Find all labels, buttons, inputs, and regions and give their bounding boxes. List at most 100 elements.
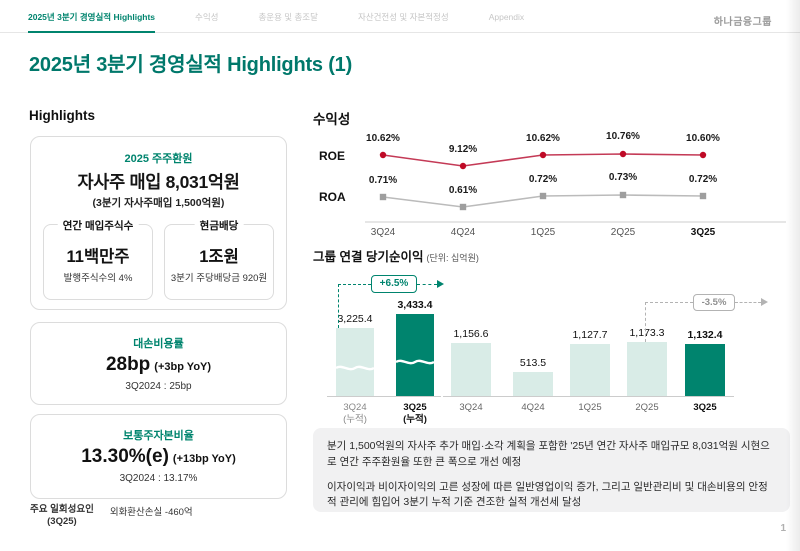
bar-value: 1,132.4: [687, 329, 723, 341]
commentary-box: 분기 1,500억원의 자사주 추가 매입·소각 계획을 포함한 '25년 연간…: [313, 428, 790, 512]
cet1-prior: 3Q2024 : 13.17%: [119, 473, 198, 484]
qoq-connector-vertical: [645, 302, 646, 342]
qoq-change-badge: -3.5%: [693, 294, 735, 311]
roe-value: 9.12%: [449, 144, 477, 155]
cet1-title: 보통주자본비율: [123, 430, 194, 442]
net-income-title: 그룹 연결 당기순이익: [313, 250, 424, 264]
bar-2q25: [627, 342, 667, 396]
nav-bar: 2025년 3분기 경영실적 Highlights 수익성 총운용 및 총조달 …: [0, 0, 800, 33]
tab-highlights[interactable]: 2025년 3분기 경영실적 Highlights: [28, 0, 156, 33]
roe-roa-chart: ROE ROA 10.62% 9.12% 10.62% 10.76% 10.60…: [319, 131, 786, 238]
axis-break-wave: [396, 359, 434, 364]
bar-1q25: [570, 344, 610, 396]
credit-cost-title: 대손비용률: [133, 338, 184, 350]
yoy-growth-badge: +6.5%: [371, 275, 417, 293]
cash-dividend-title: 현금배당: [194, 218, 244, 233]
highlights-heading: Highlights: [29, 108, 95, 123]
tab-appendix[interactable]: Appendix: [488, 12, 525, 22]
buyback-shares-title: 연간 매입주식수: [57, 218, 139, 233]
x-tick: 3Q24: [371, 227, 396, 238]
bar-3q24-cumulative: [336, 328, 374, 396]
qoq-arrow-icon: [761, 298, 768, 306]
net-income-chart: 3,225.4 3Q24 (누적) 3,433.4 3Q25 (누적) 1,15…: [313, 262, 790, 425]
roa-value: 0.71%: [369, 175, 397, 186]
roa-value: 0.61%: [449, 185, 477, 196]
bar-x-line2: (누적): [403, 413, 427, 425]
bar-x-label: 3Q24: [459, 402, 483, 413]
bar-value: 3,225.4: [337, 313, 373, 325]
bar-value: 1,173.3: [629, 327, 665, 339]
bar-3q25-cumulative: [396, 314, 434, 396]
one-off-label: 주요 일회성요인 (3Q25): [30, 504, 94, 529]
axis-segment-cumulative: [327, 396, 441, 397]
bar-x-line2: (누적): [343, 413, 367, 425]
bar-value: 1,127.7: [572, 329, 608, 341]
bar-3q24: [451, 343, 491, 396]
roe-value: 10.62%: [526, 133, 560, 144]
bar-x-label: 1Q25: [578, 402, 602, 413]
axis-break-wave: [336, 366, 374, 371]
tab-funding[interactable]: 총운용 및 총조달: [258, 12, 318, 22]
shareholder-return-card: 2025 주주환원 자사주 매입 8,031억원 (3분기 자사주매입 1,50…: [30, 136, 287, 310]
qoq-connector-right: [735, 302, 761, 303]
net-income-title-row: 그룹 연결 당기순이익 (단위: 십억원): [313, 246, 479, 265]
x-tick: 1Q25: [531, 227, 556, 238]
axis-segment-quarterly: [443, 396, 734, 397]
x-axis-labels: 3Q24 4Q24 1Q25 2Q25 3Q25: [371, 227, 716, 238]
credit-cost-value-row: 28bp (+3bp YoY): [31, 354, 286, 376]
page-number: 1: [780, 523, 786, 534]
commentary-paragraph-2: 이자이익과 비이자이익의 고른 성장에 따른 일반영업이익 증가, 그리고 일반…: [327, 480, 768, 509]
shareholder-return-badge: 2025 주주환원: [124, 153, 193, 165]
roe-line: 10.62% 9.12% 10.62% 10.76% 10.60%: [366, 131, 720, 170]
company-logo: 하나금융그룹: [713, 17, 772, 28]
x-tick: 2Q25: [611, 227, 636, 238]
credit-cost-prior: 3Q2024 : 25bp: [125, 381, 192, 392]
profitability-heading: 수익성: [313, 112, 351, 127]
roa-value: 0.72%: [529, 174, 557, 185]
roe-value: 10.62%: [366, 133, 400, 144]
net-income-unit: (단위: 십억원): [426, 253, 479, 263]
cet1-value-row: 13.30%(e) (+13bp YoY): [31, 446, 286, 468]
bar-x-line1: 3Q24: [343, 402, 367, 413]
x-tick: 4Q24: [451, 227, 476, 238]
roa-value: 0.73%: [609, 172, 637, 183]
bar-x-label: 3Q25 (누적): [375, 402, 455, 426]
one-off-text: 외화환산손실 -460억: [109, 507, 193, 518]
bar-value: 3,433.4: [397, 299, 433, 311]
page-title: 2025년 3분기 경영실적 Highlights (1): [29, 54, 353, 76]
yoy-arrow-icon: [437, 280, 444, 288]
bar-x-label: 2Q25: [635, 402, 659, 413]
one-off-items-footnote: 주요 일회성요인 (3Q25) 외화환산손실 -460억: [30, 504, 193, 529]
buyback-headline: 자사주 매입 8,031억원: [77, 172, 240, 192]
cet1-value: 13.30%(e): [81, 446, 169, 467]
cet1-ratio-card: 보통주자본비율 13.30%(e) (+13bp YoY) 3Q2024 : 13…: [30, 414, 287, 499]
credit-cost-delta: (+3bp YoY): [154, 361, 212, 373]
bar-value: 1,156.6: [453, 328, 489, 340]
cash-dividend-note: 3분기 주당배당금 920원: [170, 273, 268, 284]
bar-value: 513.5: [519, 357, 547, 369]
x-tick: 3Q25: [691, 227, 716, 238]
commentary-paragraph-1: 분기 1,500억원의 자사주 추가 매입·소각 계획을 포함한 '25년 연간…: [327, 440, 770, 468]
bar-x-line1: 3Q25: [403, 402, 427, 413]
one-off-label-line2: (3Q25): [47, 516, 77, 528]
yoy-connector-vertical: [338, 284, 339, 328]
yoy-connector-right: [417, 284, 437, 285]
buyback-subline: (3분기 자사주매입 1,500억원): [92, 197, 225, 209]
annual-buyback-shares-box: 연간 매입주식수 11백만주 발행주식수의 4%: [43, 218, 153, 300]
bar-x-label: 4Q24: [521, 402, 545, 413]
qoq-connector-left: [645, 302, 693, 303]
buyback-shares-value: 11백만주: [66, 248, 130, 266]
nav-tabs: 2025년 3분기 경영실적 Highlights 수익성 총운용 및 총조달 …: [0, 0, 800, 33]
roe-value: 10.60%: [686, 133, 720, 144]
roe-value: 10.76%: [606, 131, 640, 142]
tab-profitability[interactable]: 수익성: [195, 12, 219, 22]
bar-3q25: [685, 344, 725, 396]
bar-x-label: 3Q25: [693, 402, 717, 413]
cet1-delta: (+13bp YoY): [172, 453, 236, 465]
cash-dividend-value: 1조원: [199, 248, 239, 266]
yoy-connector-left: [338, 284, 371, 285]
shareholder-return-details: 연간 매입주식수 11백만주 발행주식수의 4% 현금배당 1조원 3분기 주당…: [43, 218, 274, 300]
buyback-shares-note: 발행주식수의 4%: [63, 273, 133, 284]
tab-asset-quality[interactable]: 자산건전성 및 자본적정성: [357, 12, 449, 22]
roa-series-label: ROA: [319, 190, 346, 204]
